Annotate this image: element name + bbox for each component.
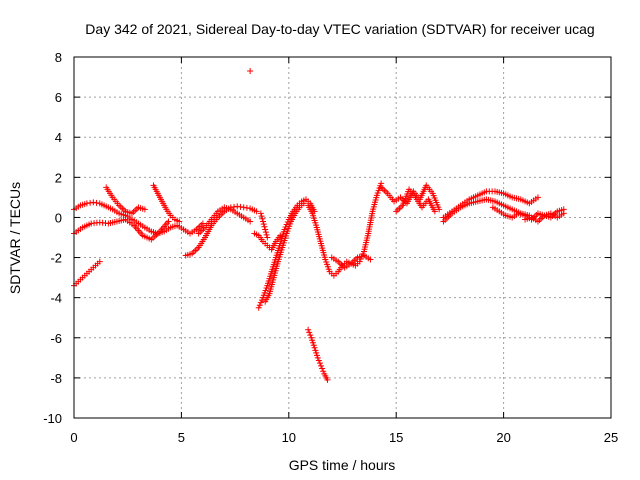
data-point-interp bbox=[309, 337, 316, 344]
data-point-interp bbox=[262, 229, 269, 236]
data-point bbox=[314, 354, 321, 361]
data-point bbox=[300, 200, 307, 207]
data-point bbox=[255, 304, 262, 311]
series-outlier bbox=[247, 68, 254, 75]
data-point bbox=[247, 68, 254, 75]
x-tick-label: 5 bbox=[178, 430, 185, 445]
series-track-6 bbox=[182, 203, 260, 259]
y-tick-label: -10 bbox=[43, 411, 62, 426]
data-point bbox=[436, 206, 443, 213]
y-tick-label: -8 bbox=[50, 371, 62, 386]
y-tick-label: 0 bbox=[55, 210, 62, 225]
series-track-1 bbox=[71, 199, 206, 237]
data-point bbox=[240, 204, 247, 211]
data-point-interp bbox=[256, 302, 263, 309]
x-axis-label: GPS time / hours bbox=[289, 457, 396, 473]
data-point bbox=[264, 234, 271, 241]
data-point bbox=[253, 208, 260, 215]
x-tick-label: 20 bbox=[496, 430, 510, 445]
data-point bbox=[534, 194, 541, 201]
y-tick-label: -4 bbox=[50, 291, 62, 306]
y-tick-label: -2 bbox=[50, 251, 62, 266]
series-track-2 bbox=[71, 216, 172, 243]
y-axis-label: SDTVAR / TECUs bbox=[7, 182, 23, 294]
data-point-interp bbox=[243, 204, 250, 211]
data-point-interp bbox=[237, 203, 244, 210]
y-tick-label: 8 bbox=[55, 50, 62, 65]
series-track-5 bbox=[71, 258, 103, 289]
data-points-layer bbox=[71, 68, 567, 383]
data-point bbox=[431, 208, 438, 215]
data-point-interp bbox=[259, 215, 266, 222]
data-point-interp bbox=[306, 329, 313, 336]
data-point bbox=[308, 334, 315, 341]
data-point-interp bbox=[313, 352, 320, 359]
data-point-interp bbox=[319, 365, 326, 372]
data-point-interp bbox=[257, 299, 264, 306]
data-point-interp bbox=[93, 199, 100, 206]
data-point bbox=[367, 256, 374, 263]
y-tick-label: 6 bbox=[55, 90, 62, 105]
data-point bbox=[311, 344, 318, 351]
grid-layer bbox=[74, 57, 611, 418]
chart-title: Day 342 of 2021, Sidereal Day-to-day VTE… bbox=[85, 21, 594, 37]
data-point-interp bbox=[231, 203, 238, 210]
data-point-interp bbox=[316, 360, 323, 367]
series-track-7 bbox=[195, 204, 254, 237]
data-point bbox=[176, 218, 183, 225]
series-track-13 bbox=[328, 252, 374, 271]
data-point bbox=[560, 210, 567, 217]
ticks-layer: 0 5 10 15 20 25 -10 -8 -6 -4 -2 0 2 4 6 8 bbox=[43, 50, 618, 445]
series-track-10 bbox=[251, 230, 284, 253]
series-track-11 bbox=[257, 210, 271, 241]
data-point bbox=[234, 203, 241, 210]
x-tick-label: 15 bbox=[389, 430, 403, 445]
data-point-interp bbox=[258, 213, 265, 220]
data-point bbox=[318, 362, 325, 369]
data-point bbox=[90, 199, 97, 206]
data-point-interp bbox=[261, 223, 268, 230]
data-point-interp bbox=[313, 349, 320, 356]
data-point-interp bbox=[312, 347, 319, 354]
data-point bbox=[324, 376, 331, 383]
x-tick-label: 10 bbox=[282, 430, 296, 445]
data-point bbox=[96, 258, 103, 265]
series-track-4 bbox=[150, 182, 183, 225]
data-point bbox=[257, 210, 264, 217]
x-tick-label: 25 bbox=[604, 430, 618, 445]
data-point-interp bbox=[309, 339, 316, 346]
data-point-interp bbox=[307, 332, 314, 339]
series-track-20 bbox=[522, 210, 567, 225]
data-point bbox=[260, 218, 267, 225]
data-point bbox=[199, 220, 206, 227]
data-point-interp bbox=[310, 342, 317, 349]
data-point bbox=[141, 206, 148, 213]
data-point-interp bbox=[258, 297, 265, 304]
data-point bbox=[277, 232, 284, 239]
y-tick-label: 2 bbox=[55, 170, 62, 185]
series-track-9 bbox=[262, 200, 307, 305]
data-point-interp bbox=[87, 199, 94, 206]
data-point bbox=[262, 226, 269, 233]
series-track-16 bbox=[393, 186, 438, 215]
series-track-8 bbox=[255, 196, 318, 311]
x-tick-label: 0 bbox=[70, 430, 77, 445]
series-track-3 bbox=[103, 184, 148, 217]
data-point bbox=[83, 200, 90, 207]
data-point bbox=[281, 226, 288, 233]
data-point-interp bbox=[315, 357, 322, 364]
data-point bbox=[247, 218, 254, 225]
plot-frame bbox=[73, 56, 612, 419]
series-track-14 bbox=[305, 326, 331, 383]
data-point-interp bbox=[320, 368, 327, 375]
series-track-12 bbox=[305, 180, 385, 279]
y-tick-label: 4 bbox=[55, 130, 62, 145]
data-point bbox=[305, 326, 312, 333]
y-tick-label: -6 bbox=[50, 331, 62, 346]
data-point-interp bbox=[263, 231, 270, 238]
data-point bbox=[165, 218, 172, 225]
data-point-interp bbox=[260, 221, 267, 228]
